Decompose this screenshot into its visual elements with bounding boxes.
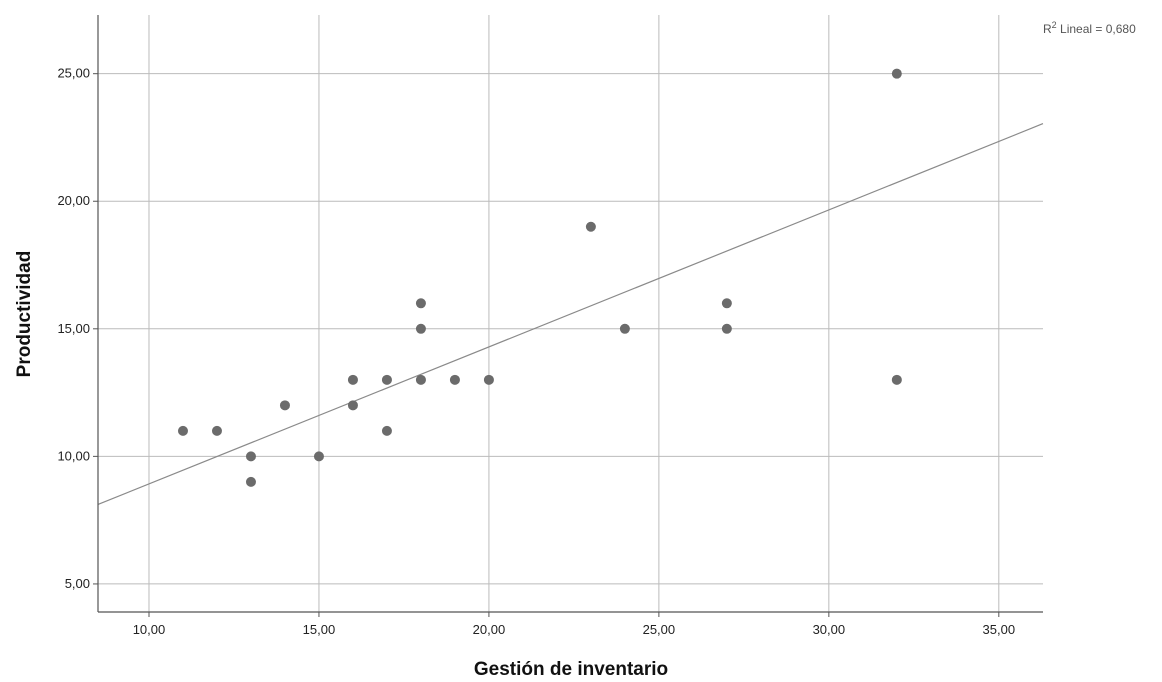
data-points [177, 68, 902, 487]
data-point [415, 323, 426, 334]
data-point [245, 451, 256, 462]
data-point [721, 323, 732, 334]
fit-label-prefix: R [1043, 22, 1052, 36]
axes [93, 15, 1043, 617]
fit-line-layer [97, 123, 1044, 506]
x-tick-label: 10,00 [133, 622, 166, 637]
data-point [415, 374, 426, 385]
fit-line-label: R2 Lineal = 0,680 [1043, 20, 1136, 36]
data-point [347, 400, 358, 411]
y-tick-label: 15,00 [57, 321, 90, 336]
x-tick-label: 35,00 [983, 622, 1016, 637]
linear-fit-line [97, 123, 1044, 506]
data-point [347, 374, 358, 385]
data-point [245, 476, 256, 487]
y-tick-label: 25,00 [57, 66, 90, 81]
data-point [891, 374, 902, 385]
fit-label-suffix: Lineal = 0,680 [1057, 22, 1136, 36]
data-point [619, 323, 630, 334]
data-point [279, 400, 290, 411]
data-point [381, 374, 392, 385]
y-axis-title: Productividad [14, 251, 35, 378]
grid-lines [98, 15, 1043, 612]
x-tick-label: 15,00 [303, 622, 336, 637]
y-tick-label: 20,00 [57, 193, 90, 208]
y-tick-label: 10,00 [57, 448, 90, 463]
data-point [211, 425, 222, 436]
data-point [585, 221, 596, 232]
y-tick-label: 5,00 [65, 576, 90, 591]
data-point [449, 374, 460, 385]
data-point [177, 425, 188, 436]
x-axis-title: Gestión de inventario [474, 659, 668, 680]
data-point [721, 298, 732, 309]
data-point [313, 451, 324, 462]
data-point [891, 68, 902, 79]
data-point [381, 425, 392, 436]
x-tick-label: 20,00 [473, 622, 506, 637]
data-point [415, 298, 426, 309]
tick-labels: 10,00 15,00 20,00 25,00 30,00 35,00 5,00 10,00 1… [57, 66, 1015, 637]
x-tick-label: 30,00 [813, 622, 846, 637]
data-point [483, 374, 494, 385]
x-tick-label: 25,00 [643, 622, 676, 637]
fit-label-superscript: 2 [1052, 20, 1057, 30]
